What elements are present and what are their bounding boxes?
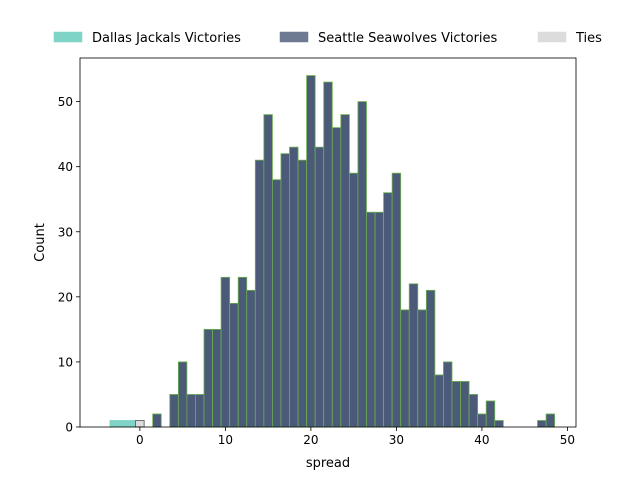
bar-series-1-bin-7 bbox=[203, 328, 213, 428]
bar-series-1-bin-1 bbox=[152, 413, 162, 428]
x-tick-label-5: 50 bbox=[560, 433, 575, 447]
bar-series-1-bin-30 bbox=[400, 309, 410, 428]
bar-series-1-bin-21 bbox=[323, 81, 333, 428]
bar-series-1-bin-6 bbox=[195, 394, 205, 428]
bar-series-1-bin-20 bbox=[314, 146, 325, 428]
bar-series-1-bin-8 bbox=[212, 328, 222, 428]
bar-series-1-bin-39 bbox=[477, 413, 487, 428]
bar-series-1-bin-16 bbox=[280, 153, 290, 428]
bar-series-1-bin-19 bbox=[306, 75, 316, 428]
legend-label-1: Seattle Seawolves Victories bbox=[318, 31, 498, 46]
x-axis-label: spread bbox=[306, 456, 350, 471]
legend-swatch-2 bbox=[537, 31, 567, 43]
bar-series-1-bin-36 bbox=[451, 381, 461, 428]
y-tick-label-5: 50 bbox=[58, 95, 73, 109]
bar-series-1-bin-18 bbox=[297, 159, 308, 428]
bar-series-1-bin-24 bbox=[348, 172, 359, 428]
x-tick-label-1: 10 bbox=[218, 433, 233, 447]
bar-series-1-bin-10 bbox=[229, 302, 239, 428]
bar-series-1-bin-25 bbox=[357, 101, 367, 428]
bar-series-1-bin-34 bbox=[434, 374, 444, 428]
bar-series-0-bin-2 bbox=[126, 420, 136, 428]
bar-series-1-bin-11 bbox=[237, 276, 248, 428]
x-tick-label-4: 40 bbox=[474, 433, 489, 447]
bar-series-1-bin-3 bbox=[169, 394, 179, 428]
bar-series-1-bin-31 bbox=[408, 283, 419, 428]
bar-series-1-bin-46 bbox=[537, 420, 547, 428]
bar-series-1-bin-26 bbox=[366, 211, 376, 428]
bar-series-1-bin-47 bbox=[545, 413, 556, 428]
x-tick-label-0: 0 bbox=[136, 433, 144, 447]
bar-series-1-bin-37 bbox=[460, 381, 470, 428]
bar-series-1-bin-5 bbox=[186, 394, 196, 428]
bar-series-1-bin-15 bbox=[272, 179, 282, 428]
bar-series-1-bin-40 bbox=[485, 400, 496, 428]
y-tick-label-1: 10 bbox=[58, 355, 73, 369]
plot-frame bbox=[79, 57, 577, 428]
y-tick-label-3: 30 bbox=[58, 225, 73, 239]
x-tick-label-3: 30 bbox=[389, 433, 404, 447]
bar-series-1-bin-14 bbox=[263, 114, 273, 428]
bar-series-1-bin-28 bbox=[383, 192, 393, 428]
y-tick-label-2: 20 bbox=[58, 290, 73, 304]
legend-label-0: Dallas Jackals Victories bbox=[92, 31, 241, 46]
bar-series-1-bin-27 bbox=[374, 211, 384, 428]
bar-series-0-bin-0 bbox=[109, 420, 119, 428]
histogram-bars bbox=[109, 75, 556, 428]
bar-series-1-bin-23 bbox=[340, 114, 350, 428]
bar-series-1-bin-13 bbox=[254, 159, 265, 428]
legend-swatch-1 bbox=[279, 31, 309, 43]
bar-series-1-bin-4 bbox=[177, 361, 188, 428]
x-axis: 0 10 20 30 40 50 bbox=[136, 427, 575, 447]
y-tick-label-0: 0 bbox=[65, 421, 73, 435]
bar-series-1-bin-32 bbox=[417, 309, 427, 428]
bar-series-1-bin-17 bbox=[289, 146, 299, 428]
bar-series-2-bin-0 bbox=[135, 420, 145, 428]
y-axis: 0 10 20 30 40 50 bbox=[58, 95, 80, 435]
bar-series-0-bin-1 bbox=[118, 420, 128, 428]
bar-series-1-bin-41 bbox=[494, 420, 504, 428]
x-tick-label-2: 20 bbox=[303, 433, 318, 447]
bar-series-1-bin-22 bbox=[331, 127, 342, 428]
y-axis-label: Count bbox=[33, 223, 48, 262]
legend-swatch-0 bbox=[53, 31, 83, 43]
y-tick-label-4: 40 bbox=[58, 160, 73, 174]
bar-series-1-bin-12 bbox=[246, 289, 256, 428]
bar-series-1-bin-29 bbox=[391, 172, 402, 428]
bar-series-1-bin-35 bbox=[443, 361, 453, 428]
legend: Dallas Jackals Victories Seattle Seawolve… bbox=[53, 31, 602, 46]
bar-series-1-bin-38 bbox=[468, 394, 479, 428]
bar-series-1-bin-33 bbox=[425, 289, 436, 428]
bar-series-1-bin-9 bbox=[220, 276, 231, 428]
legend-label-2: Ties bbox=[575, 31, 602, 46]
